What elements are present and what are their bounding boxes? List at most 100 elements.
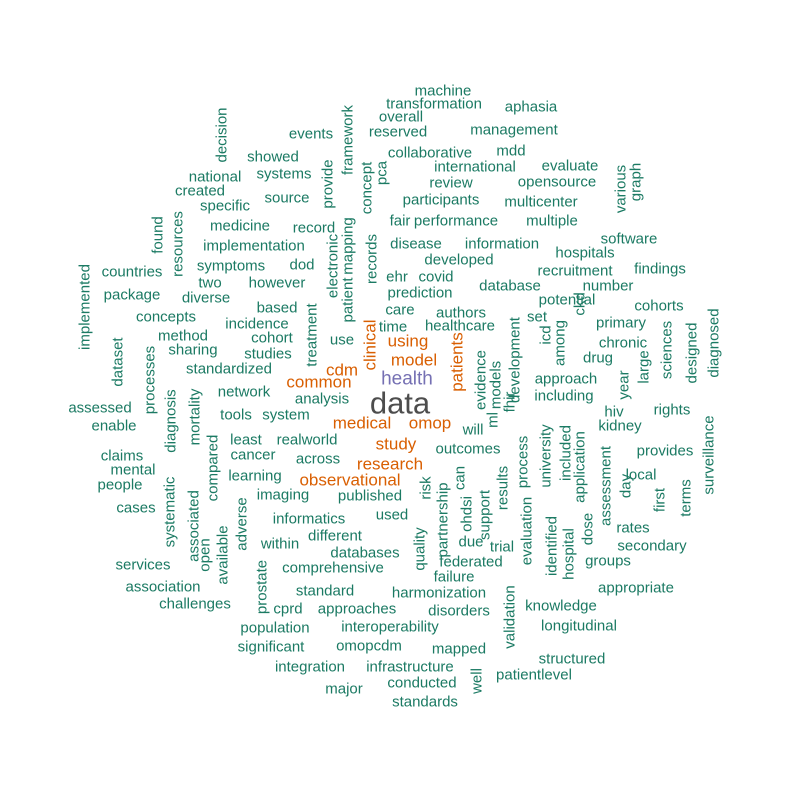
cloud-word: implemented: [76, 264, 94, 350]
cloud-word: evaluate: [541, 157, 599, 175]
cloud-word: approaches: [317, 600, 397, 618]
cloud-word: application: [571, 431, 589, 503]
cloud-word: published: [337, 487, 403, 505]
cloud-word: partnership: [434, 482, 452, 558]
cloud-word: implementation: [203, 237, 305, 255]
cloud-word: cohorts: [634, 297, 684, 315]
cloud-word: patientlevel: [496, 666, 572, 684]
cloud-word: compared: [204, 434, 222, 502]
cloud-word: based: [256, 299, 298, 317]
cloud-word: enable: [91, 417, 137, 435]
cloud-word: cohort: [251, 329, 293, 347]
cloud-word: however: [248, 274, 306, 292]
cloud-word: systems: [256, 165, 312, 183]
cloud-word: overall: [378, 108, 424, 126]
cloud-word: drug: [582, 349, 614, 367]
cloud-word: quality: [411, 527, 429, 571]
cloud-word: study: [375, 434, 417, 454]
cloud-word: common: [286, 372, 352, 392]
cloud-word: use: [329, 331, 355, 349]
cloud-word: standard: [295, 582, 355, 600]
cloud-word: cases: [116, 499, 156, 517]
cloud-word: graph: [627, 162, 645, 202]
cloud-word: secondary: [617, 537, 687, 555]
cloud-word: population: [240, 619, 310, 637]
cloud-word: adverse: [233, 497, 251, 551]
cloud-word: found: [149, 216, 167, 254]
cloud-word: fhir: [501, 391, 519, 413]
cloud-word: used: [375, 506, 409, 524]
cloud-word: significant: [237, 638, 305, 656]
cloud-word: mapped: [431, 640, 487, 658]
cloud-word: informatics: [272, 510, 346, 528]
cloud-word: process: [514, 435, 532, 489]
cloud-word: available: [214, 525, 232, 585]
cloud-word: concepts: [135, 308, 197, 326]
cloud-word: support: [476, 489, 494, 541]
cloud-word: terms: [677, 479, 695, 517]
cloud-word: failure: [433, 568, 475, 586]
cloud-word: framework: [339, 104, 357, 176]
cloud-word: research: [356, 454, 424, 474]
cloud-word: sharing: [168, 341, 218, 359]
cloud-word: model: [390, 350, 438, 370]
cloud-word: opensource: [517, 173, 597, 191]
cloud-word: development: [506, 317, 524, 403]
cloud-word: hospital: [560, 528, 578, 580]
cloud-word: treatment: [303, 303, 321, 367]
cloud-word: prediction: [387, 284, 453, 302]
cloud-word: identified: [543, 515, 561, 577]
cloud-word: evidence: [472, 349, 490, 411]
cloud-word: risk: [417, 476, 435, 500]
cloud-word: sciences: [658, 320, 676, 380]
cloud-word: knowledge: [525, 597, 597, 615]
cloud-word: among: [551, 320, 569, 366]
cloud-word: assessed: [68, 399, 132, 417]
cloud-word: patients: [447, 332, 467, 392]
cloud-word: omopcdm: [336, 637, 402, 655]
cloud-word: information: [464, 235, 540, 253]
cloud-word: diagnosis: [162, 389, 180, 453]
cloud-word: ml: [484, 412, 502, 428]
cloud-word: ckd: [571, 292, 589, 316]
cloud-word: diagnosed: [705, 308, 723, 378]
cloud-word: across: [295, 450, 341, 468]
cloud-word: due: [458, 533, 484, 551]
cloud-word: set: [526, 308, 548, 326]
cloud-word: covid: [418, 268, 454, 286]
cloud-word: resources: [169, 211, 187, 277]
cloud-word: hospitals: [555, 244, 615, 262]
cloud-word: different: [308, 527, 362, 545]
cloud-word: multiple: [526, 212, 578, 230]
cloud-word: collaborative: [387, 144, 473, 162]
cloud-word: evaluation: [518, 496, 536, 566]
cloud-word: outcomes: [435, 440, 501, 458]
cloud-word: reserved: [368, 123, 428, 141]
cloud-word: including: [534, 387, 594, 405]
cloud-word: challenges: [159, 595, 231, 613]
cloud-word: open: [196, 538, 214, 572]
cloud-word: developed: [424, 251, 494, 269]
cloud-word: provide: [319, 159, 337, 209]
cloud-word: created: [174, 182, 226, 200]
cloud-word: medicine: [209, 217, 271, 235]
cloud-word: records: [363, 233, 381, 285]
cloud-word: first: [651, 487, 669, 513]
cloud-word: groups: [585, 552, 631, 570]
cloud-word: people: [97, 476, 143, 494]
cloud-word: rights: [653, 401, 691, 419]
cloud-word: mortality: [186, 388, 204, 446]
cloud-word: imaging: [256, 486, 310, 504]
cloud-word: concept: [358, 161, 376, 215]
cloud-word: databases: [330, 544, 400, 562]
cloud-word: will: [462, 421, 484, 439]
cloud-word: healthcare: [424, 317, 496, 335]
cloud-word: method: [157, 327, 209, 345]
cloud-word: aphasia: [504, 98, 558, 116]
cloud-word: learning: [228, 467, 282, 485]
cloud-word: ehr: [386, 268, 408, 286]
cloud-word: infrastructure: [366, 658, 454, 676]
cloud-word: cancer: [230, 446, 276, 464]
cloud-word: standardized: [186, 360, 272, 378]
cloud-word: realworld: [276, 431, 338, 449]
